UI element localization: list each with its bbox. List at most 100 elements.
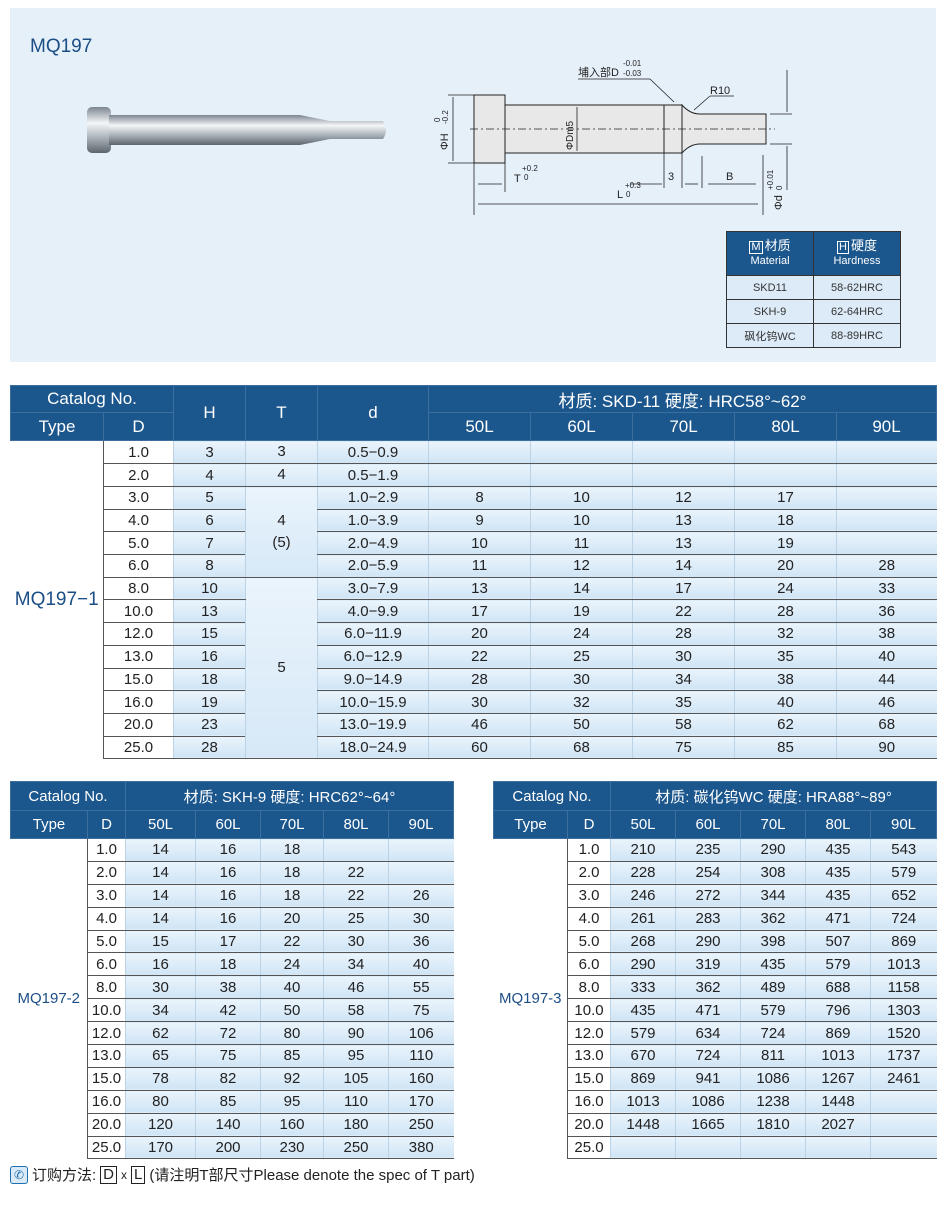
price-cell: 18 bbox=[260, 884, 324, 908]
price-cell: 308 bbox=[740, 861, 806, 885]
tolerance: +0.3 bbox=[625, 181, 641, 190]
price-cell: 344 bbox=[740, 884, 806, 908]
price-cell: 228 bbox=[610, 861, 676, 885]
price-cell: 1810 bbox=[740, 1113, 806, 1137]
price-cell: 22 bbox=[323, 861, 389, 885]
price-cell: 1086 bbox=[675, 1090, 741, 1114]
price-cell: 36 bbox=[388, 930, 454, 954]
price-cell: 268 bbox=[610, 930, 676, 954]
price-cell: 120 bbox=[125, 1113, 196, 1137]
price-cell: 110 bbox=[323, 1090, 389, 1114]
price-cell bbox=[836, 440, 937, 464]
price-cell bbox=[323, 838, 389, 862]
price-cell: 869 bbox=[805, 1021, 871, 1046]
length-header: 90L bbox=[869, 810, 938, 839]
column-header-T: T bbox=[245, 385, 318, 441]
table-row: 12.0 15 6.0−11.9 20 24 28 32 38 bbox=[11, 622, 937, 646]
price-cell: 75 bbox=[195, 1044, 261, 1068]
table-row: 10.0 435 471 579 796 1303 bbox=[494, 998, 937, 1023]
table-row: 12.0 579 634 724 869 1520 bbox=[494, 1021, 937, 1046]
t-cell: 5 bbox=[245, 577, 318, 760]
price-cell: 670 bbox=[610, 1044, 676, 1068]
d-cell: 20.0 bbox=[567, 1113, 611, 1137]
table-row: 10.0 34 42 50 58 75 bbox=[11, 998, 454, 1023]
price-cell: 1013 bbox=[805, 1044, 871, 1068]
price-cell: 34 bbox=[323, 952, 389, 977]
table-row: 8.0 333 362 489 688 1158 bbox=[494, 975, 937, 1000]
table-row: 5.0 15 17 22 30 36 bbox=[11, 930, 454, 954]
price-cell: 579 bbox=[869, 861, 937, 885]
table-row: 25.0 28 18.0−24.9 60 68 75 85 90 bbox=[11, 736, 937, 760]
price-cell: 160 bbox=[388, 1067, 454, 1091]
technical-drawing: 埔入部D -0.01 -0.03 R10 ΦH 0 -0.2 ΦDm5 T +0… bbox=[433, 59, 792, 215]
d-cell: 12.0 bbox=[87, 1021, 126, 1046]
table-row: 3.0 246 272 344 435 652 bbox=[494, 884, 937, 908]
price-cell: 1158 bbox=[869, 975, 937, 1000]
price-cell: 22 bbox=[260, 930, 324, 954]
d-cell: 3.0 bbox=[87, 884, 126, 908]
price-cell: 319 bbox=[675, 952, 741, 977]
d-cell: 6.0 bbox=[567, 952, 611, 977]
price-cell: 33 bbox=[836, 577, 937, 601]
d-cell: 16.0 bbox=[567, 1090, 611, 1114]
price-cell: 50 bbox=[260, 998, 324, 1023]
price-cell: 14 bbox=[125, 861, 196, 885]
t-cell: 3 bbox=[245, 440, 318, 464]
length-header: 60L bbox=[675, 810, 741, 839]
l-box: L bbox=[131, 1165, 146, 1184]
table-row: MQ197-3 1.0 210 235 290 435 543 bbox=[493, 838, 937, 1159]
price-cell: 13 bbox=[428, 577, 531, 601]
price-cell: 1448 bbox=[610, 1113, 676, 1137]
price-cell: 34 bbox=[125, 998, 196, 1023]
price-cell: 724 bbox=[869, 907, 937, 931]
price-cell: 254 bbox=[675, 861, 741, 885]
tolerance: 0 bbox=[524, 173, 529, 182]
table-row: 5.0 268 290 398 507 869 bbox=[494, 930, 937, 954]
tolerance: -0.2 bbox=[441, 110, 450, 124]
price-cell: 362 bbox=[740, 907, 806, 931]
d-cell: 25.0 bbox=[567, 1136, 611, 1160]
times: x bbox=[121, 1167, 128, 1182]
length-header: 80L bbox=[323, 810, 389, 839]
price-cell: 14 bbox=[125, 838, 196, 862]
table-row: MQ197−1 1.0 3 3 0.5−0.9 bbox=[10, 440, 937, 759]
price-cell: 579 bbox=[740, 998, 806, 1023]
price-cell: 15 bbox=[125, 930, 196, 954]
price-cell bbox=[530, 440, 633, 464]
material-hardness-header: 材质: SKD-11 硬度: HRC58°~62° bbox=[428, 385, 937, 413]
skh9-price-table: Catalog No. 材质: SKH-9 硬度: HRC62°~64° Type D… bbox=[10, 781, 454, 1160]
price-cell bbox=[632, 440, 735, 464]
h-cell: 13 bbox=[173, 599, 246, 624]
price-cell: 869 bbox=[610, 1067, 676, 1091]
table-row: 2.0 228 254 308 435 579 bbox=[494, 861, 937, 885]
price-cell: 90 bbox=[836, 736, 937, 760]
price-cell: 19 bbox=[530, 599, 633, 624]
price-cell: 290 bbox=[675, 930, 741, 954]
d-cell: 8.0 bbox=[103, 577, 174, 601]
d-box: D bbox=[100, 1165, 118, 1184]
price-cell: 14 bbox=[125, 884, 196, 908]
h-cell: 8 bbox=[173, 554, 246, 578]
d-cell: 1.0 bbox=[103, 440, 174, 464]
d-cell: 13.0 bbox=[87, 1044, 126, 1068]
d-cell: 10.0 bbox=[103, 599, 174, 624]
d-cell: 15.0 bbox=[87, 1067, 126, 1091]
price-cell: 30 bbox=[428, 690, 531, 714]
price-cell: 261 bbox=[610, 907, 676, 931]
table-row: 25.0 bbox=[494, 1136, 937, 1160]
price-cell: 75 bbox=[388, 998, 454, 1023]
t-cell: 4 (5) bbox=[245, 486, 318, 578]
price-cell: 10 bbox=[530, 486, 633, 510]
price-cell: 78 bbox=[125, 1067, 196, 1091]
price-cell: 16 bbox=[125, 952, 196, 977]
price-cell bbox=[632, 463, 735, 487]
price-cell: 272 bbox=[675, 884, 741, 908]
price-cell bbox=[530, 463, 633, 487]
hardness-header: H 硬度 Hardness bbox=[813, 231, 901, 276]
price-cell: 471 bbox=[805, 907, 871, 931]
price-cell: 14 bbox=[632, 554, 735, 578]
price-cell: 13 bbox=[632, 509, 735, 533]
price-cell: 68 bbox=[530, 736, 633, 760]
price-cell: 16 bbox=[195, 884, 261, 908]
d-header: D bbox=[567, 810, 611, 839]
